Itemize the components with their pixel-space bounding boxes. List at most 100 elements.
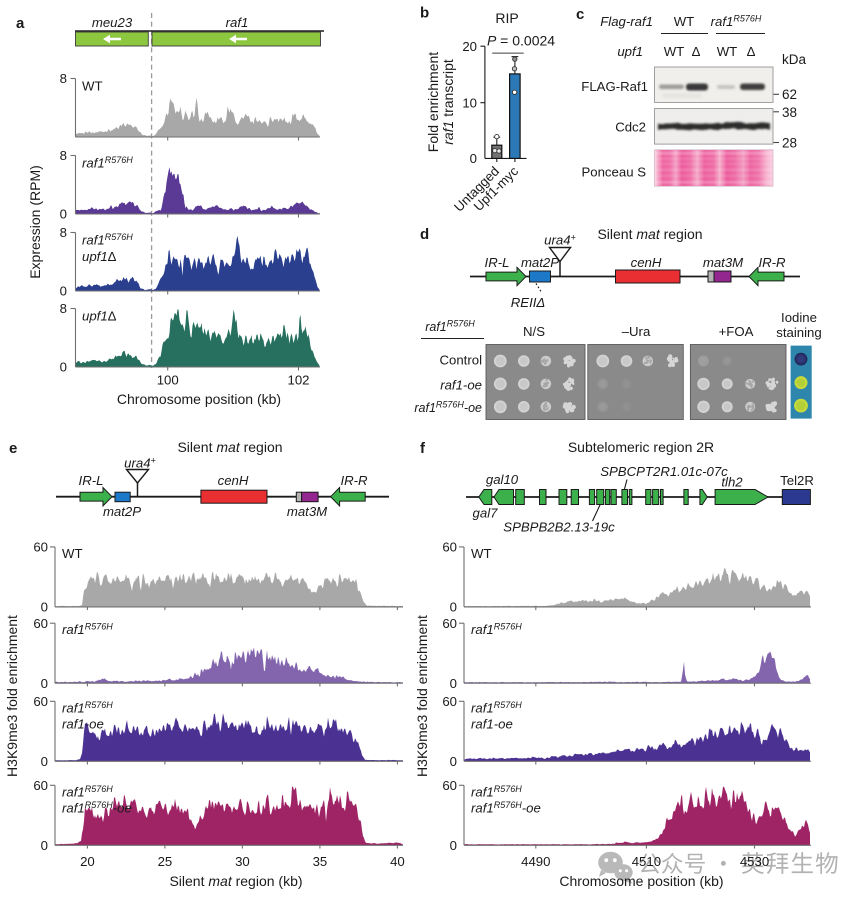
- svg-text:meu23: meu23: [92, 15, 133, 30]
- svg-text:RIP: RIP: [495, 10, 518, 26]
- svg-text:raf1R576H: raf1R576H: [62, 700, 113, 716]
- svg-text:mat2P: mat2P: [103, 504, 141, 519]
- svg-text:gal7: gal7: [473, 506, 499, 521]
- svg-text:62: 62: [782, 87, 797, 102]
- svg-text:raf1-oe: raf1-oe: [440, 378, 482, 393]
- svg-text:4530: 4530: [740, 854, 769, 869]
- svg-text:ura4+: ura4+: [544, 233, 576, 248]
- svg-text:upf1Δ: upf1Δ: [82, 309, 117, 324]
- svg-text:raf1R576H-oe: raf1R576H-oe: [471, 800, 541, 816]
- svg-text:0: 0: [60, 284, 67, 299]
- svg-text:IR-R: IR-R: [340, 473, 368, 488]
- svg-text:WT: WT: [717, 44, 738, 59]
- svg-text:raf1R576H-oe: raf1R576H-oe: [414, 400, 482, 416]
- svg-text:8: 8: [60, 71, 67, 86]
- svg-text:raf1-oe: raf1-oe: [471, 716, 513, 731]
- svg-text:8: 8: [60, 301, 67, 316]
- svg-text:60: 60: [442, 778, 457, 793]
- svg-text:8: 8: [60, 148, 67, 163]
- svg-text:Iodine: Iodine: [781, 310, 817, 325]
- svg-text:WT: WT: [82, 79, 103, 94]
- svg-text:mat2P: mat2P: [521, 255, 559, 270]
- svg-text:raf1R576H: raf1R576H: [62, 622, 113, 638]
- svg-text:kDa: kDa: [782, 52, 806, 67]
- svg-text:REIIΔ: REIIΔ: [511, 295, 546, 310]
- svg-text:60: 60: [442, 540, 457, 555]
- svg-text:raf1R576H: raf1R576H: [62, 784, 113, 800]
- svg-text:upf1: upf1: [617, 44, 643, 59]
- svg-text:Chromosome position (kb): Chromosome position (kb): [559, 873, 723, 889]
- svg-text:0: 0: [41, 600, 48, 615]
- svg-text:40: 40: [390, 854, 405, 869]
- svg-text:Δ: Δ: [747, 44, 756, 59]
- svg-text:Chromosome position (kb): Chromosome position (kb): [117, 391, 281, 407]
- svg-text:f: f: [420, 440, 426, 457]
- svg-text:4510: 4510: [632, 854, 661, 869]
- svg-text:25: 25: [158, 854, 173, 869]
- svg-text:28: 28: [782, 136, 797, 151]
- svg-text:+FOA: +FOA: [719, 324, 754, 339]
- svg-text:b: b: [420, 5, 429, 22]
- svg-text:8: 8: [60, 225, 67, 240]
- svg-text:102: 102: [287, 373, 309, 388]
- svg-text:Silent mat region (kb): Silent mat region (kb): [169, 873, 302, 889]
- svg-text:Silent mat region: Silent mat region: [177, 439, 282, 455]
- svg-text:a: a: [16, 15, 25, 32]
- svg-text:60: 60: [33, 616, 48, 631]
- svg-text:20: 20: [462, 39, 477, 54]
- svg-text:38: 38: [782, 105, 797, 120]
- svg-text:raf1-oe: raf1-oe: [62, 716, 104, 731]
- svg-text:0: 0: [41, 676, 48, 691]
- svg-text:30: 30: [235, 854, 250, 869]
- svg-text:0: 0: [450, 676, 457, 691]
- svg-text:60: 60: [33, 778, 48, 793]
- svg-text:0: 0: [470, 151, 477, 166]
- svg-text:raf1R576H: raf1R576H: [82, 232, 133, 248]
- svg-text:0: 0: [450, 600, 457, 615]
- svg-text:IR-L: IR-L: [485, 255, 510, 270]
- svg-text:60: 60: [33, 540, 48, 555]
- svg-text:IR-R: IR-R: [758, 255, 786, 270]
- svg-text:20: 20: [80, 854, 95, 869]
- svg-text:–Ura: –Ura: [622, 324, 651, 339]
- svg-text:0: 0: [450, 754, 457, 769]
- svg-text:raf1R576H: raf1R576H: [425, 319, 475, 335]
- svg-text:WT: WT: [664, 44, 685, 59]
- svg-text:e: e: [9, 440, 17, 457]
- svg-text:4490: 4490: [521, 854, 550, 869]
- svg-text:N/S: N/S: [523, 324, 545, 339]
- svg-text:c: c: [576, 6, 584, 23]
- svg-text:Control: Control: [439, 353, 482, 368]
- svg-text:60: 60: [33, 694, 48, 709]
- svg-text:raf1 transcript: raf1 transcript: [440, 59, 456, 145]
- svg-text:cenH: cenH: [218, 473, 249, 488]
- svg-text:Δ: Δ: [692, 44, 701, 59]
- svg-text:Flag-raf1: Flag-raf1: [600, 14, 653, 29]
- svg-text:ura4+: ura4+: [124, 456, 156, 471]
- svg-text:0: 0: [450, 838, 457, 853]
- svg-text:100: 100: [157, 373, 179, 388]
- svg-text:Cdc2: Cdc2: [615, 120, 646, 135]
- svg-text:WT: WT: [471, 546, 492, 561]
- svg-text:cenH: cenH: [631, 255, 662, 270]
- svg-text:Silent mat region: Silent mat region: [597, 226, 702, 242]
- svg-text:60: 60: [442, 616, 457, 631]
- svg-text:0: 0: [41, 754, 48, 769]
- svg-text:WT: WT: [674, 14, 695, 29]
- svg-text:raf1R576H: raf1R576H: [471, 700, 522, 716]
- svg-text:0: 0: [41, 838, 48, 853]
- svg-text:SPBPB2B2.13-19c: SPBPB2B2.13-19c: [503, 520, 615, 535]
- svg-text:raf1R576H-oe: raf1R576H-oe: [62, 800, 132, 816]
- svg-text:60: 60: [442, 694, 457, 709]
- svg-text:WT: WT: [62, 546, 83, 561]
- svg-text:H3K9me3 fold enrichment: H3K9me3 fold enrichment: [414, 615, 430, 777]
- svg-text:FLAG-Raf1: FLAG-Raf1: [581, 79, 648, 94]
- svg-text:d: d: [420, 226, 429, 243]
- svg-text:staining: staining: [776, 325, 821, 340]
- svg-text:H3K9me3 fold enrichment: H3K9me3 fold enrichment: [4, 615, 20, 777]
- svg-text:10: 10: [462, 95, 477, 110]
- svg-text:tlh2: tlh2: [721, 475, 743, 490]
- svg-text:upf1Δ: upf1Δ: [82, 249, 117, 264]
- svg-text:gal10: gal10: [486, 472, 519, 487]
- svg-text:SPBCPT2R1.01c-07c: SPBCPT2R1.01c-07c: [600, 464, 728, 479]
